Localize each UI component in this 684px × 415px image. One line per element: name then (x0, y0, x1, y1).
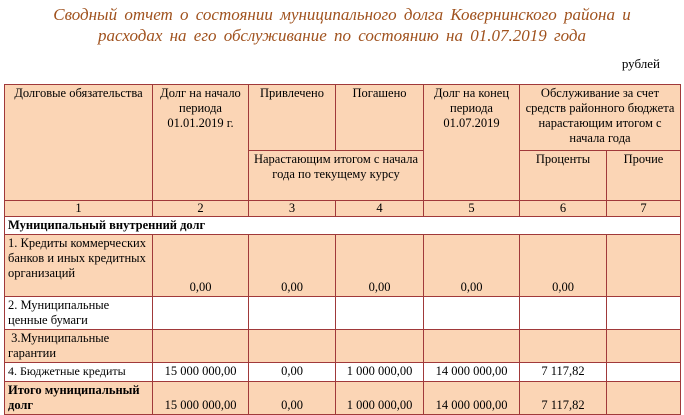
cell: 1 000 000,00 (335, 362, 424, 382)
section-internal-debt: Муниципальный внутренний долг (4, 216, 681, 235)
cell: 7 117,82 (519, 381, 607, 415)
cell: 14 000 000,00 (423, 381, 520, 415)
cell: 0,00 (248, 381, 336, 415)
table-row: 4. Бюджетные кредиты 15 000 000,00 0,00 … (4, 362, 681, 382)
col-number: 6 (519, 200, 607, 217)
cell (606, 362, 681, 382)
row-name: 1. Кредиты коммерческих банков и иных кр… (4, 234, 153, 297)
cell (152, 329, 249, 363)
header-other: Прочие (606, 150, 681, 201)
table-row-total: Итого муниципальный долг 15 000 000,00 0… (4, 381, 681, 415)
header-debt-start: Долг на начало периода 01.01.2019 г. (152, 84, 249, 201)
cell (606, 234, 681, 297)
col-number: 4 (335, 200, 424, 217)
row-name: 2. Муниципальные ценные бумаги (4, 296, 153, 330)
table-row: 3.Муниципальные гарантии (4, 329, 681, 363)
cell (152, 296, 249, 330)
cell (423, 296, 520, 330)
row-name: 4. Бюджетные кредиты (4, 362, 153, 382)
row-name: 3.Муниципальные гарантии (4, 329, 153, 363)
cell (606, 381, 681, 415)
cell (335, 296, 424, 330)
header-interest: Проценты (519, 150, 607, 201)
col-number: 2 (152, 200, 249, 217)
table-row: 2. Муниципальные ценные бумаги (4, 296, 681, 330)
col-number: 3 (248, 200, 336, 217)
header-debt-obligations: Долговые обязательства (4, 84, 153, 201)
cell: 1 000 000,00 (335, 381, 424, 415)
col-number: 7 (606, 200, 681, 217)
cell: 0,00 (248, 362, 336, 382)
table-row: 1. Кредиты коммерческих банков и иных кр… (4, 234, 681, 297)
report-title: Сводный отчет о состоянии муниципального… (0, 4, 684, 46)
header-service: Обслуживание за счет средств районного б… (519, 84, 681, 151)
header-attracted: Привлечено (248, 84, 336, 151)
report-title-line1: Сводный отчет о состоянии муниципального… (53, 5, 631, 24)
cell: 0,00 (152, 234, 249, 297)
header-cumulative: Нарастающим итогом с начала года по теку… (248, 150, 424, 201)
col-number: 1 (4, 200, 153, 217)
row-name: Итого муниципальный долг (4, 381, 153, 415)
cell: 0,00 (335, 234, 424, 297)
cell: 14 000 000,00 (423, 362, 520, 382)
header-debt-end: Долг на конец периода 01.07.2019 (423, 84, 520, 201)
cell: 15 000 000,00 (152, 381, 249, 415)
col-number: 5 (423, 200, 520, 217)
cell: 0,00 (248, 234, 336, 297)
units-label: рублей (621, 56, 660, 71)
report-title-line2: расходах на его обслуживание по состояни… (98, 26, 586, 45)
cell (606, 329, 681, 363)
cell (248, 329, 336, 363)
cell: 15 000 000,00 (152, 362, 249, 382)
cell: 0,00 (423, 234, 520, 297)
cell (335, 329, 424, 363)
cell (423, 329, 520, 363)
debt-table: Долговые обязательства Долг на начало пе… (4, 84, 681, 415)
cell: 7 117,82 (519, 362, 607, 382)
cell (519, 296, 607, 330)
cell (248, 296, 336, 330)
cell: 0,00 (519, 234, 607, 297)
header-repaid: Погашено (335, 84, 424, 151)
cell (606, 296, 681, 330)
cell (519, 329, 607, 363)
